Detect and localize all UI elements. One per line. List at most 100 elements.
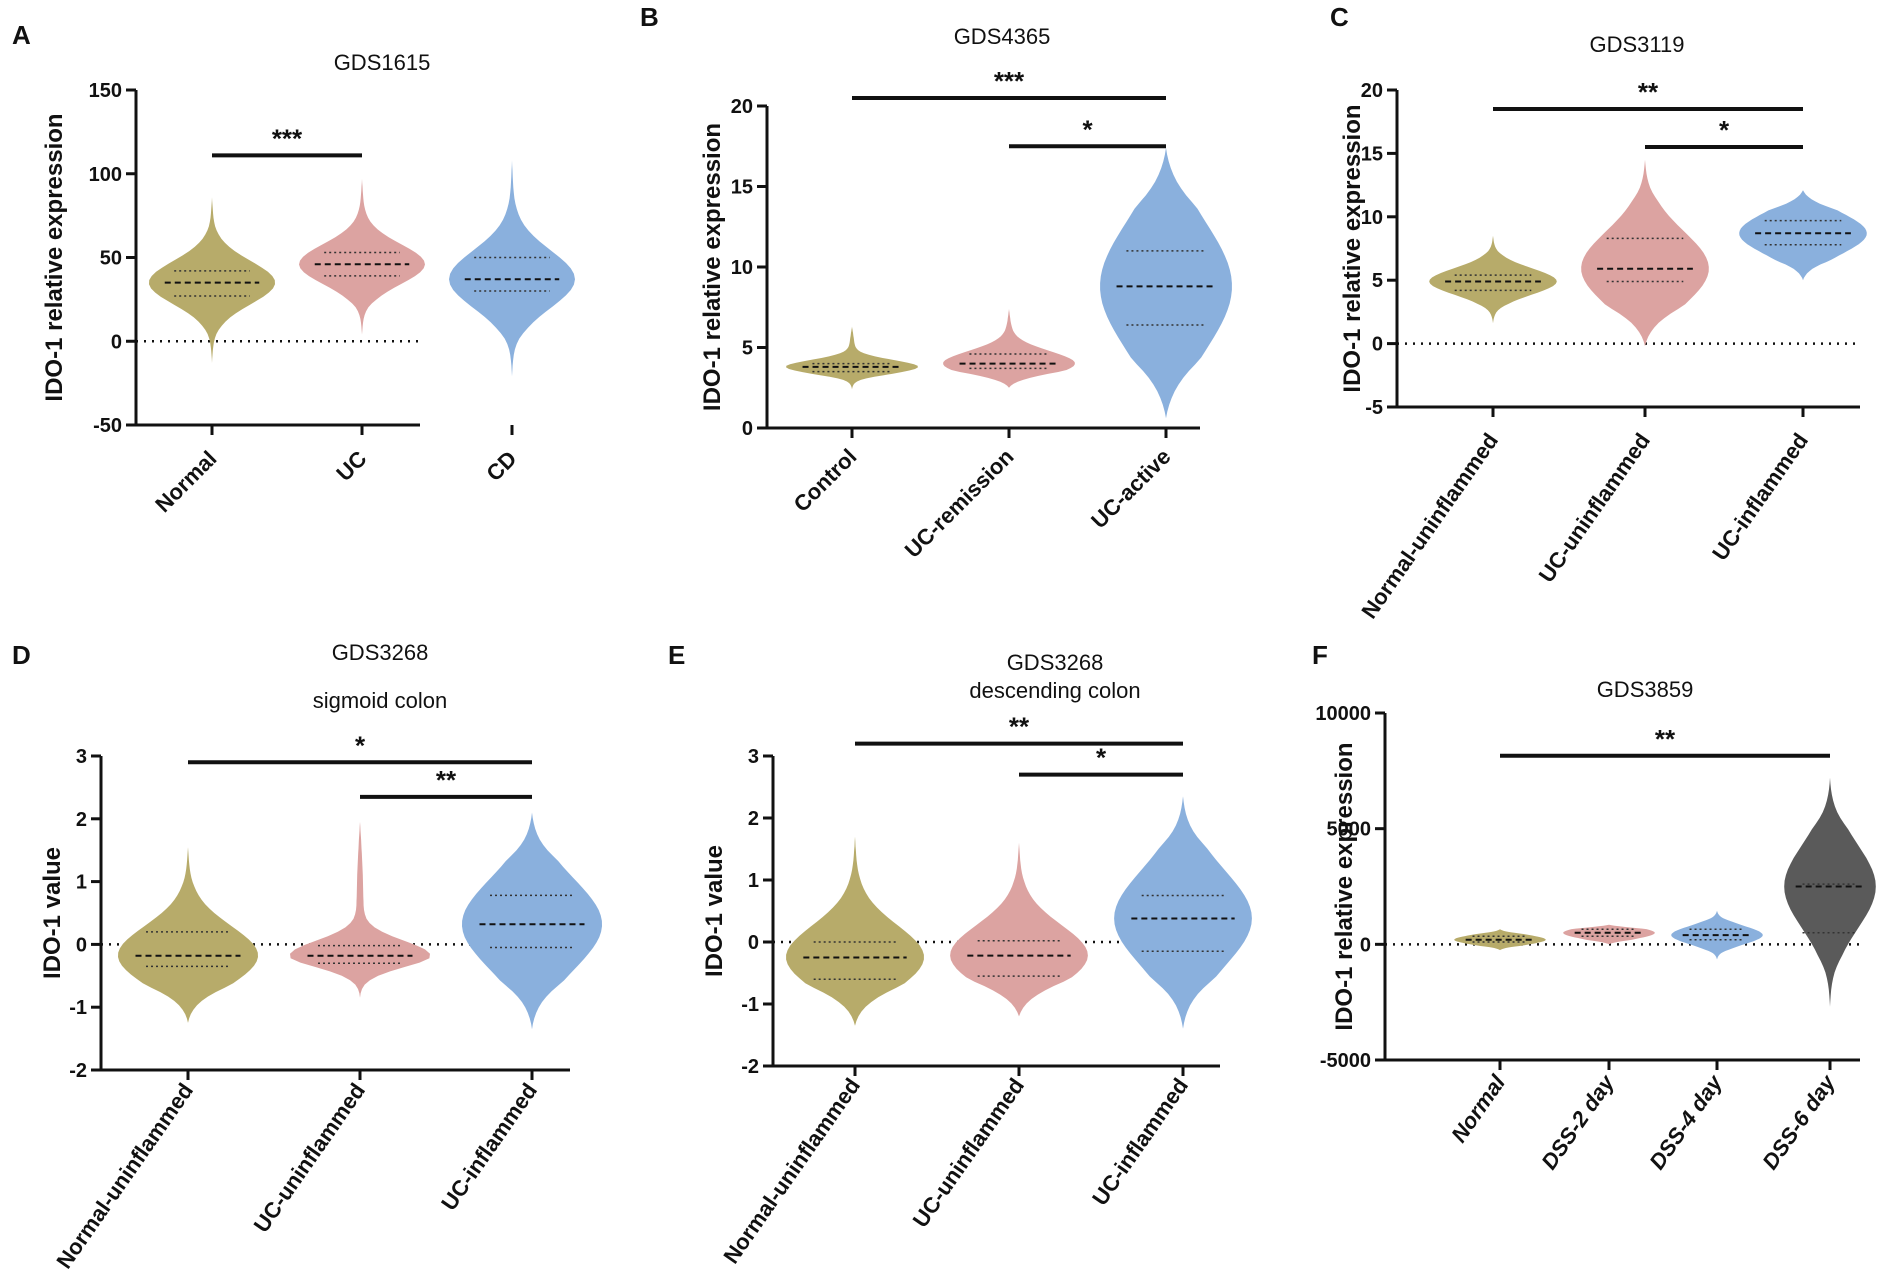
violin-dss-2-day bbox=[1563, 924, 1655, 945]
y-tick-label: 1 bbox=[76, 872, 87, 894]
y-tick-label: 0 bbox=[1360, 934, 1371, 956]
y-tick-label: -2 bbox=[69, 1060, 87, 1082]
y-tick-label: 10000 bbox=[1315, 703, 1371, 725]
violin-normal-uninflammed bbox=[118, 847, 258, 1023]
x-tick-label: UC-inflammed bbox=[1087, 1074, 1193, 1210]
significance-label: ** bbox=[436, 765, 457, 795]
y-axis-label: IDO-1 value bbox=[39, 847, 66, 979]
significance-label: *** bbox=[994, 66, 1025, 96]
violin-normal bbox=[149, 197, 275, 363]
panel-letter: C bbox=[1330, 2, 1349, 32]
y-tick-label: 0 bbox=[76, 934, 87, 956]
violin-uc-uninflammed bbox=[290, 821, 430, 998]
y-tick-label: 2 bbox=[748, 808, 759, 830]
x-tick-label: DSS-4 day bbox=[1644, 1069, 1728, 1174]
x-tick-label: UC-remission bbox=[900, 444, 1019, 563]
violin-uc bbox=[299, 178, 425, 335]
significance-label: ** bbox=[1009, 712, 1030, 742]
significance-label: ** bbox=[1638, 77, 1659, 107]
x-tick-label: DSS-2 day bbox=[1536, 1069, 1620, 1174]
y-tick-label: 5000 bbox=[1327, 819, 1372, 841]
y-axis-label: IDO-1 value bbox=[701, 845, 728, 977]
panel-letter: D bbox=[12, 640, 31, 670]
x-tick-label: Normal bbox=[1446, 1070, 1510, 1147]
chart-subtitle: sigmoid colon bbox=[313, 688, 448, 713]
violin-normal-uninflammed bbox=[1429, 235, 1557, 324]
y-tick-label: 3 bbox=[748, 746, 759, 768]
y-tick-label: 2 bbox=[76, 809, 87, 831]
panel-letter: F bbox=[1312, 640, 1328, 670]
y-tick-label: 50 bbox=[100, 248, 122, 270]
y-tick-label: -1 bbox=[69, 997, 87, 1019]
significance-label: *** bbox=[272, 123, 303, 153]
y-tick-label: 0 bbox=[742, 418, 753, 440]
y-tick-label: 150 bbox=[89, 80, 122, 102]
y-tick-label: 1 bbox=[748, 870, 759, 892]
violin-dss-6-day bbox=[1784, 777, 1876, 1007]
violin-cd bbox=[449, 160, 575, 377]
panel-letter: B bbox=[640, 2, 659, 32]
x-tick-label: UC-active bbox=[1086, 444, 1175, 533]
panel-letter: E bbox=[668, 640, 685, 670]
y-tick-label: 100 bbox=[89, 164, 122, 186]
y-tick-label: 5 bbox=[1372, 270, 1383, 292]
panel-F: F GDS3859 IDO-1 relative expression -5000 0 5… bbox=[1312, 640, 1876, 1174]
violin-normal-uninflammed bbox=[786, 836, 924, 1026]
panel-A: A GDS1615 IDO-1 relative expression -50 0 50 1… bbox=[12, 20, 575, 517]
significance-label: * bbox=[1096, 743, 1107, 773]
x-tick-label: UC bbox=[331, 446, 371, 486]
y-tick-label: -5 bbox=[1365, 397, 1383, 419]
violin-uc-active bbox=[1100, 147, 1232, 419]
y-tick-label: 10 bbox=[1361, 207, 1383, 229]
y-tick-label: -2 bbox=[741, 1056, 759, 1078]
chart-title: GDS3268 bbox=[332, 640, 429, 665]
panel-C: C GDS3119 IDO-1 relative expression -5 0 5 10 1… bbox=[1330, 2, 1867, 623]
x-tick-label: DSS-6 day bbox=[1757, 1069, 1841, 1174]
y-tick-label: 10 bbox=[731, 257, 753, 279]
chart-title: GDS1615 bbox=[334, 50, 431, 75]
y-tick-label: -50 bbox=[93, 415, 122, 437]
y-axis-label: IDO-1 relative expression bbox=[41, 113, 68, 401]
y-axis-label: IDO-1 relative expression bbox=[699, 123, 726, 411]
y-tick-label: 3 bbox=[76, 746, 87, 768]
panel-B: B GDS4365 IDO-1 relative expression 0 5 10 15 2… bbox=[640, 2, 1232, 563]
violin-uc-uninflammed bbox=[1581, 159, 1709, 347]
x-tick-label: UC-inflammed bbox=[1707, 429, 1813, 565]
y-tick-label: 0 bbox=[111, 331, 122, 353]
y-tick-label: 0 bbox=[1372, 334, 1383, 356]
chart-subtitle: descending colon bbox=[969, 678, 1140, 703]
x-tick-label: UC-uninflammed bbox=[249, 1079, 370, 1238]
significance-label: * bbox=[355, 730, 366, 760]
y-tick-label: -5000 bbox=[1320, 1050, 1371, 1072]
x-tick-label: UC-inflammed bbox=[436, 1079, 542, 1215]
y-tick-label: 20 bbox=[1361, 80, 1383, 102]
violin-uc-inflammed bbox=[1739, 190, 1867, 281]
x-tick-label: UC-uninflammed bbox=[1534, 429, 1655, 588]
y-axis-label: IDO-1 relative expression bbox=[1331, 742, 1358, 1030]
x-tick-label: CD bbox=[481, 446, 521, 486]
y-tick-label: 5 bbox=[742, 338, 753, 360]
violin-uc-inflammed bbox=[1114, 796, 1252, 1029]
x-tick-label: Normal-uninflammed bbox=[51, 1079, 198, 1272]
y-tick-label: 0 bbox=[748, 932, 759, 954]
significance-label: ** bbox=[1655, 724, 1676, 754]
chart-title: GDS3859 bbox=[1597, 677, 1694, 702]
significance-label: * bbox=[1719, 115, 1730, 145]
x-tick-label: Normal bbox=[150, 446, 221, 517]
panel-D: D GDS3268 sigmoid colon IDO-1 value -2 -1 0 1 2 3… bbox=[12, 640, 602, 1272]
x-tick-label: UC-uninflammed bbox=[908, 1074, 1029, 1233]
panel-letter: A bbox=[12, 20, 31, 50]
significance-label: * bbox=[1082, 114, 1093, 144]
y-tick-label: 20 bbox=[731, 96, 753, 118]
violin-uc-inflammed bbox=[462, 812, 602, 1030]
panel-E: E GDS3268 descending colon IDO-1 value -2 -1 0… bbox=[668, 640, 1252, 1268]
chart-title: GDS4365 bbox=[954, 24, 1051, 49]
y-tick-label: 15 bbox=[1361, 143, 1383, 165]
y-tick-label: 15 bbox=[731, 177, 753, 199]
x-tick-label: Control bbox=[789, 444, 862, 517]
x-tick-label: Normal-uninflammed bbox=[718, 1074, 865, 1269]
violin-uc-uninflammed bbox=[950, 842, 1088, 1017]
chart-title: GDS3268 bbox=[1007, 650, 1104, 675]
y-axis-label: IDO-1 relative expression bbox=[1339, 104, 1366, 392]
